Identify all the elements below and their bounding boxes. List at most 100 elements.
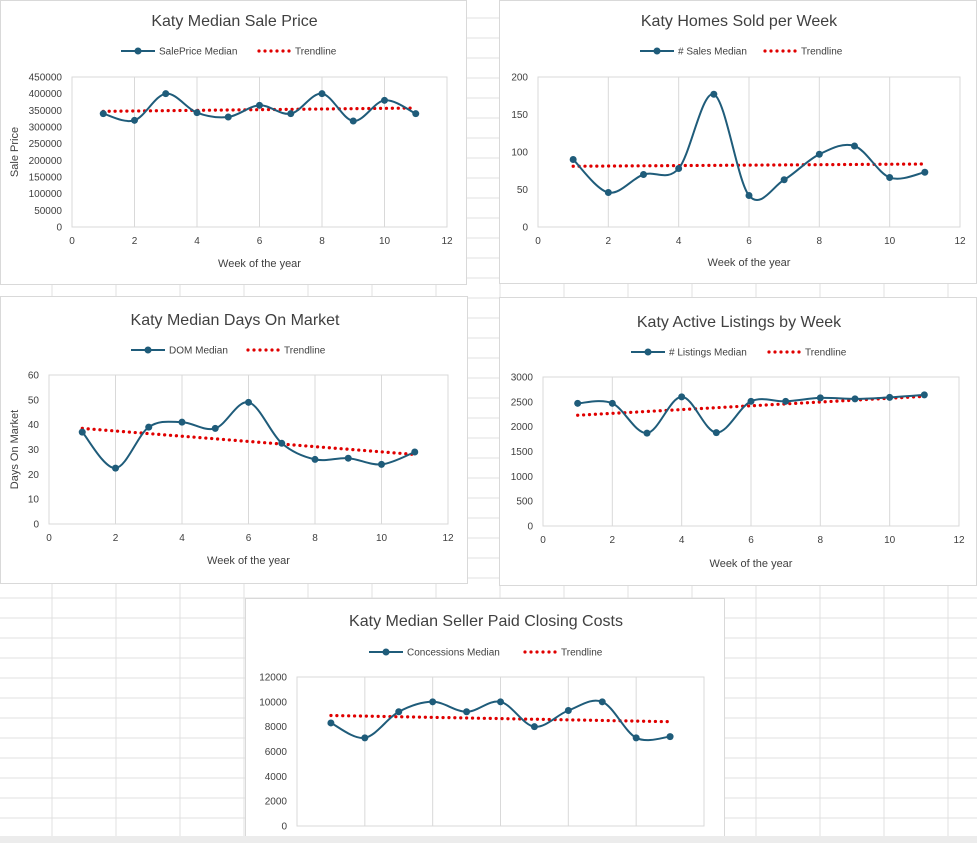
y-tick-label: 0 bbox=[281, 822, 287, 833]
legend-trend-dot bbox=[270, 348, 274, 352]
legend-trend-dot bbox=[257, 49, 261, 53]
x-tick-label: 6 bbox=[746, 236, 752, 247]
x-tick-label: 10 bbox=[884, 236, 896, 247]
y-tick-label: 8000 bbox=[265, 722, 288, 733]
legend-trend-dot bbox=[258, 348, 262, 352]
legend-trend-dot bbox=[263, 49, 267, 53]
x-tick-label: 8 bbox=[817, 236, 823, 247]
data-point bbox=[349, 117, 357, 125]
data-point bbox=[311, 455, 319, 463]
data-point bbox=[564, 707, 572, 715]
legend-series-label: Concessions Median bbox=[407, 648, 500, 659]
legend-trend-label: Trendline bbox=[561, 648, 603, 659]
legend-trend-dot bbox=[797, 350, 801, 354]
legend-trend-dot bbox=[269, 49, 273, 53]
data-point bbox=[675, 165, 683, 172]
legend-trend-dot bbox=[541, 650, 545, 654]
y-tick-label: 150000 bbox=[29, 173, 63, 184]
x-tick-label: 8 bbox=[319, 236, 325, 247]
x-tick-label: 12 bbox=[441, 236, 453, 247]
chart-homes-sold[interactable]: Katy Homes Sold per Week # Sales Median Tr… bbox=[499, 0, 977, 284]
y-tick-label: 10000 bbox=[259, 697, 287, 708]
legend-trend-dot bbox=[287, 49, 291, 53]
y-tick-label: 0 bbox=[33, 520, 39, 531]
legend-trend-dot bbox=[781, 49, 785, 53]
data-point bbox=[921, 168, 929, 176]
data-point bbox=[463, 708, 471, 716]
chart-svg: Katy Median Days On Market DOM Median Tren… bbox=[9, 312, 454, 567]
x-tick-label: 12 bbox=[953, 535, 965, 546]
data-point bbox=[381, 96, 388, 104]
data-point bbox=[678, 393, 686, 401]
legend-trend-dot bbox=[523, 650, 527, 654]
data-point bbox=[411, 448, 419, 456]
legend-trend-dot bbox=[791, 350, 795, 354]
y-tick-label: 3000 bbox=[511, 373, 534, 384]
chart-svg: Katy Median Sale Price SalePrice Median Tr… bbox=[9, 13, 453, 270]
data-point bbox=[920, 391, 928, 399]
y-axis-label: Days On Market bbox=[9, 410, 21, 489]
data-point bbox=[412, 110, 420, 118]
legend-trend-dot bbox=[763, 49, 767, 53]
legend-trend-label: Trendline bbox=[284, 346, 326, 357]
y-tick-label: 40 bbox=[28, 420, 40, 431]
y-tick-label: 10 bbox=[28, 495, 40, 506]
data-point bbox=[378, 460, 385, 468]
legend-trend-dot bbox=[775, 49, 779, 53]
data-point bbox=[816, 394, 824, 402]
data-point bbox=[643, 429, 651, 437]
y-tick-label: 2000 bbox=[265, 797, 288, 808]
legend-trend-label: Trendline bbox=[801, 47, 843, 58]
x-tick-label: 4 bbox=[194, 236, 200, 247]
y-tick-label: 250000 bbox=[29, 139, 63, 150]
chart-active-listings[interactable]: Katy Active Listings by Week # Listings M… bbox=[499, 297, 977, 586]
legend-trend-dot bbox=[793, 49, 797, 53]
y-tick-label: 60 bbox=[28, 371, 40, 382]
chart-sale-price[interactable]: Katy Median Sale Price SalePrice Median Tr… bbox=[0, 0, 467, 285]
x-tick-label: 10 bbox=[884, 535, 896, 546]
y-tick-label: 200000 bbox=[29, 156, 63, 167]
y-tick-label: 1500 bbox=[511, 447, 534, 458]
x-tick-label: 0 bbox=[535, 236, 541, 247]
x-tick-label: 10 bbox=[376, 533, 388, 544]
legend-series-label: # Sales Median bbox=[678, 47, 747, 58]
y-tick-label: 450000 bbox=[29, 73, 63, 84]
chart-svg: Katy Active Listings by Week # Listings M… bbox=[511, 314, 965, 570]
data-point bbox=[712, 429, 720, 437]
data-point bbox=[78, 428, 86, 436]
x-axis-label: Week of the year bbox=[708, 257, 791, 269]
x-axis-label: Week of the year bbox=[207, 555, 290, 567]
data-point bbox=[886, 393, 894, 401]
y-tick-label: 12000 bbox=[259, 673, 287, 684]
trendline bbox=[101, 106, 418, 113]
data-point bbox=[632, 734, 640, 742]
chart-svg: Katy Homes Sold per Week # Sales Median Tr… bbox=[511, 13, 966, 269]
data-point bbox=[361, 734, 369, 742]
legend-trend-dot bbox=[773, 350, 777, 354]
chart-title: Katy Median Days On Market bbox=[131, 312, 341, 329]
x-tick-label: 6 bbox=[257, 236, 263, 247]
data-point bbox=[318, 90, 326, 98]
data-point bbox=[112, 464, 119, 472]
x-tick-label: 12 bbox=[954, 236, 966, 247]
trendline bbox=[571, 162, 927, 168]
trendline bbox=[329, 713, 672, 724]
legend-trend-dot bbox=[787, 49, 791, 53]
data-point bbox=[780, 176, 788, 184]
y-tick-label: 1000 bbox=[511, 472, 534, 483]
data-point bbox=[497, 698, 504, 706]
legend-series-marker bbox=[644, 348, 652, 356]
chart-closing-costs[interactable]: Katy Median Seller Paid Closing Costs Con… bbox=[245, 598, 725, 843]
chart-days-on-market[interactable]: Katy Median Days On Market DOM Median Tren… bbox=[0, 296, 468, 584]
data-point bbox=[569, 156, 577, 163]
x-tick-label: 2 bbox=[132, 236, 138, 247]
data-point bbox=[886, 174, 894, 181]
y-tick-label: 50000 bbox=[34, 206, 62, 217]
y-tick-label: 300000 bbox=[29, 123, 63, 134]
data-point bbox=[574, 399, 582, 407]
chart-title: Katy Homes Sold per Week bbox=[641, 13, 838, 30]
chart-title: Katy Median Sale Price bbox=[151, 13, 317, 30]
y-tick-label: 2500 bbox=[511, 397, 534, 408]
y-tick-label: 30 bbox=[28, 445, 40, 456]
legend-trend-dot bbox=[281, 49, 285, 53]
